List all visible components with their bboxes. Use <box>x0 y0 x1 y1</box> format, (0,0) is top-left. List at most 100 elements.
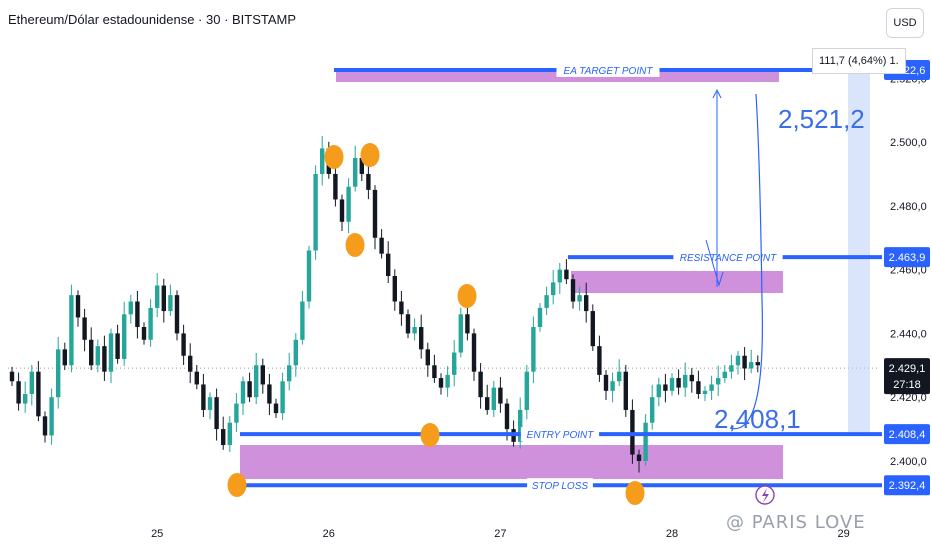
target-label: EA TARGET POINT <box>564 66 654 77</box>
candle-body <box>597 346 602 375</box>
candle-body <box>689 374 694 382</box>
candle-body <box>445 374 450 388</box>
y-tick-label: 2.460,0 <box>890 265 927 277</box>
candle-body <box>617 371 622 382</box>
candle-body <box>551 282 556 296</box>
candle-body <box>432 365 437 379</box>
candle-body <box>313 173 318 251</box>
candle-body <box>254 365 259 398</box>
big-value-low: 2,408,1 <box>714 404 801 434</box>
x-tick-label: 25 <box>151 528 163 540</box>
candle-body <box>102 346 107 372</box>
candle-body <box>273 403 279 414</box>
candle-body <box>465 314 470 334</box>
projection-box <box>848 69 870 435</box>
candle-body <box>240 381 246 404</box>
projection-curve <box>729 93 763 430</box>
candle-body <box>735 355 741 366</box>
candle-body <box>339 199 345 222</box>
stop-price-tag: 2.392,4 <box>889 480 926 492</box>
candle-body <box>570 279 576 302</box>
candle-body <box>584 295 589 312</box>
candle-body <box>392 276 397 302</box>
candle-body <box>590 311 595 347</box>
x-tick-label: 29 <box>837 528 849 540</box>
resistance-label-bg <box>673 250 783 265</box>
candle-body <box>702 390 708 394</box>
candle-body <box>333 173 338 200</box>
candle-body <box>161 285 166 312</box>
entry-price-tag-bg <box>884 424 930 445</box>
candle-body <box>683 374 688 388</box>
candle-body <box>458 314 463 353</box>
candle-body <box>669 378 675 391</box>
candle-body <box>696 381 701 394</box>
currency-button[interactable]: USD <box>886 8 924 38</box>
candle-body <box>108 333 114 372</box>
candle-body <box>234 403 239 423</box>
pivot-marker <box>324 145 344 169</box>
resistance-zone <box>571 271 783 293</box>
candle-body <box>359 158 364 174</box>
candle-body <box>207 397 213 410</box>
candle-body <box>663 384 668 391</box>
candle-body <box>425 349 430 366</box>
candle-body <box>531 327 536 372</box>
candle-body <box>194 371 199 385</box>
candle-body <box>485 397 490 410</box>
candle-body <box>643 422 648 461</box>
candle-body <box>636 454 642 461</box>
candle-body <box>42 416 48 436</box>
entry-zone <box>240 445 783 479</box>
candle-body <box>603 374 609 391</box>
candle-body <box>214 397 219 430</box>
candle-body <box>729 365 734 372</box>
candle-body <box>95 346 100 366</box>
pivot-marker <box>420 423 440 447</box>
pivot-marker <box>227 473 247 497</box>
candle-body <box>656 384 661 398</box>
pivot-marker <box>457 284 477 308</box>
stop-price-tag-bg <box>884 475 930 496</box>
target-label-bg <box>556 62 660 77</box>
candle-body <box>221 429 226 446</box>
candle-body <box>755 362 760 366</box>
candle-body <box>201 384 206 410</box>
entry-label-bg <box>520 427 600 442</box>
x-tick-label: 27 <box>494 528 506 540</box>
candle-body <box>69 295 74 366</box>
candle-body <box>122 314 127 359</box>
candle-body <box>557 269 562 283</box>
candle-body <box>320 148 325 174</box>
candle-body <box>346 186 351 222</box>
candle-body <box>405 314 411 334</box>
y-tick-label: 2.440,0 <box>890 328 927 340</box>
candle-body <box>524 371 529 410</box>
candle-body <box>9 371 15 382</box>
candle-body <box>386 253 391 276</box>
candle-body <box>366 173 371 190</box>
candle-body <box>564 269 569 280</box>
current-price-tag-bg <box>884 358 930 395</box>
candle-body <box>89 339 94 366</box>
watermark: @ PARIS LOVE <box>726 512 866 533</box>
candle-body <box>412 327 417 334</box>
candle-body <box>23 394 28 404</box>
candle-body <box>419 327 424 350</box>
candle-body <box>498 387 503 404</box>
candle-body <box>537 307 543 328</box>
y-tick-label: 2.400,0 <box>890 456 927 468</box>
candle-body <box>544 295 549 308</box>
pivot-marker <box>625 481 645 505</box>
candle-body <box>36 371 41 417</box>
candle-body <box>260 365 265 385</box>
resistance-label: RESISTANCE POINT <box>680 253 777 264</box>
candle-body <box>188 355 193 372</box>
y-tick-label: 2.420,0 <box>890 392 927 404</box>
candle-body <box>174 295 180 334</box>
candle-body <box>676 378 681 388</box>
candle-body <box>56 349 61 398</box>
stop-label-bg <box>527 478 593 493</box>
